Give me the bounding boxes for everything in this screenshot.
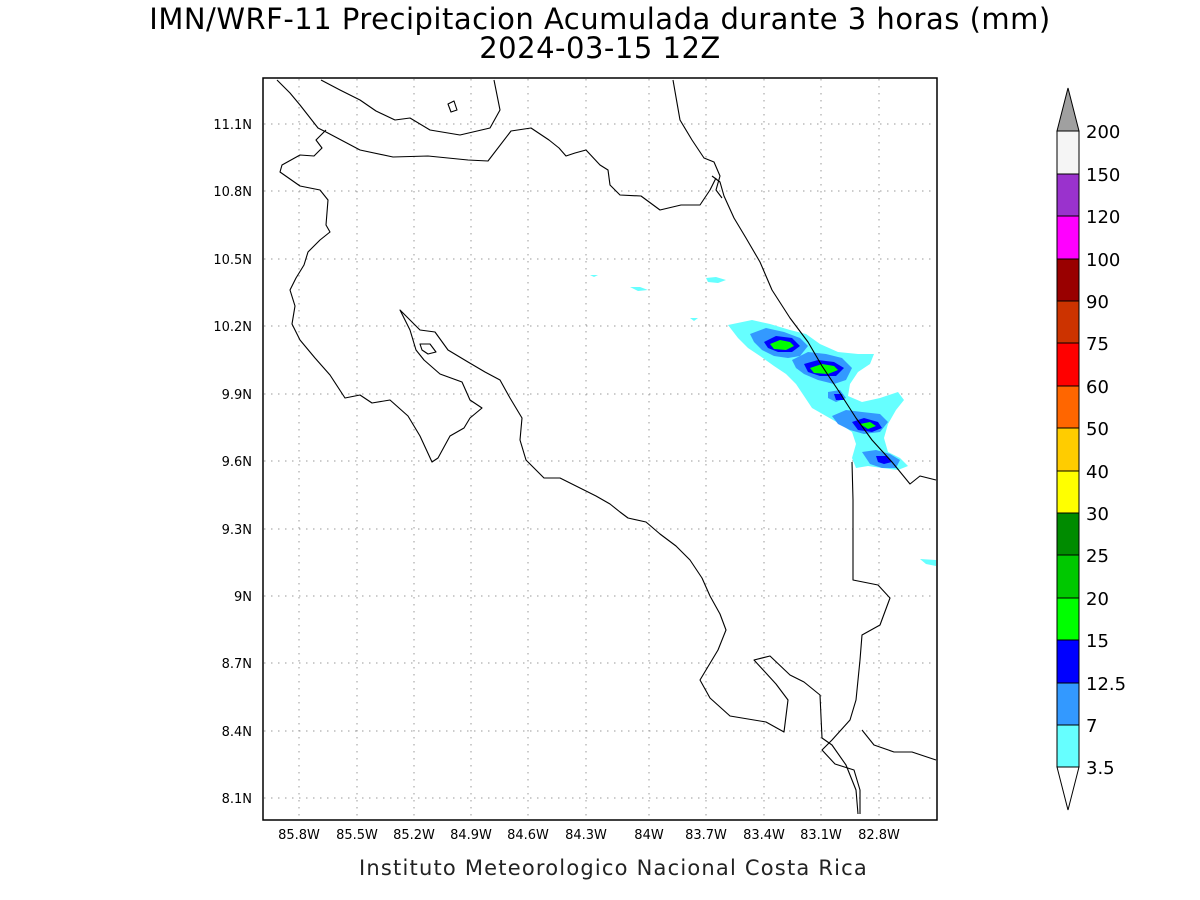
- colorbar-swatch: [1056, 597, 1080, 641]
- panama-pacific-coast: [861, 729, 937, 761]
- nicaragua-border: [325, 127, 717, 211]
- lat-tick-label: 10.2N: [213, 320, 252, 335]
- colorbar: [1056, 87, 1080, 811]
- lon-tick-label: 85.5W: [336, 828, 378, 843]
- lat-tick-label: 9N: [234, 590, 252, 605]
- precipitation-field: [590, 275, 936, 566]
- plot-frame: [262, 77, 938, 821]
- colorbar-swatch: [1056, 470, 1080, 514]
- colorbar-swatch: [1056, 385, 1080, 429]
- colorbar-label: 90: [1086, 292, 1109, 313]
- colorbar-label: 150: [1086, 165, 1120, 186]
- map-title: IMN/WRF-11 Precipitacion Acumulada duran…: [149, 2, 1051, 36]
- colorbar-label: 15: [1086, 631, 1109, 652]
- map-date: 2024-03-15 12Z: [479, 31, 721, 65]
- colorbar-label: 120: [1086, 207, 1120, 228]
- lon-tick-label: 83.1W: [800, 828, 842, 843]
- nicaragua-lake-island: [447, 100, 458, 113]
- colorbar-over-triangle: [1056, 87, 1080, 132]
- precip-3.5-7-speck-3: [690, 318, 698, 321]
- colorbar-swatch: [1056, 554, 1080, 599]
- colorbar-label: 25: [1086, 546, 1109, 567]
- colorbar-label: 30: [1086, 504, 1109, 525]
- colorbar-swatch: [1056, 427, 1080, 472]
- lon-tick-labels: 85.8W 85.5W 85.2W 84.9W 84.6W 84.3W 84W …: [278, 828, 900, 843]
- lat-tick-label: 8.4N: [222, 725, 252, 740]
- precip-15-20-area-1: [770, 340, 794, 350]
- panama-border: [821, 461, 891, 814]
- colorbar-under-triangle: [1056, 766, 1080, 811]
- colorbar-label: 200: [1086, 122, 1120, 143]
- nicaragua-pacific-coast-north: [320, 79, 501, 136]
- colorbar-label: 3.5: [1086, 758, 1115, 779]
- colorbar-swatch: [1056, 639, 1080, 684]
- nicaragua-pacific-coast: [276, 79, 327, 133]
- colorbar-swatch: [1056, 173, 1080, 217]
- colorbar-swatch: [1056, 682, 1080, 726]
- precip-3.5-7-speck-4: [920, 559, 936, 566]
- lat-tick-label: 9.3N: [222, 523, 252, 538]
- lat-tick-label: 11.1N: [213, 118, 252, 133]
- precip-3.5-7-speck-2: [630, 287, 648, 291]
- lat-tick-label: 9.9N: [222, 388, 252, 403]
- lon-tick-label: 84.6W: [507, 828, 549, 843]
- precip-15-20-area-3: [860, 422, 876, 429]
- costa-rica-caribbean-coast: [711, 175, 937, 485]
- nicoya-gulf-island: [419, 343, 437, 355]
- lon-tick-label: 83.4W: [743, 828, 785, 843]
- colorbar-label: 12.5: [1086, 674, 1126, 695]
- colorbar-labels: 200 150 120 100 90 75 60 50 40 30 25 20 …: [1086, 122, 1126, 779]
- lon-tick-label: 82.8W: [858, 828, 900, 843]
- grid-lines: [264, 79, 936, 819]
- institution-credit: Instituto Meteorologico Nacional Costa R…: [359, 856, 868, 880]
- colorbar-label: 60: [1086, 377, 1109, 398]
- colorbar-swatch: [1056, 258, 1080, 302]
- lat-tick-label: 10.8N: [213, 185, 252, 200]
- colorbar-label: 75: [1086, 334, 1109, 355]
- costa-rica-pacific-coast: [279, 129, 859, 815]
- colorbar-label: 20: [1086, 589, 1109, 610]
- colorbar-swatch: [1056, 724, 1080, 768]
- lon-tick-label: 84.9W: [450, 828, 492, 843]
- precip-3.5-7-speck-1: [706, 277, 726, 283]
- precip-3.5-7-speck-5: [590, 275, 598, 277]
- colorbar-swatch: [1056, 215, 1080, 260]
- colorbar-swatch: [1056, 342, 1080, 387]
- lat-tick-label: 8.1N: [222, 792, 252, 807]
- lon-tick-label: 84W: [634, 828, 664, 843]
- lat-tick-label: 8.7N: [222, 657, 252, 672]
- colorbar-label: 7: [1086, 716, 1097, 737]
- plot-area: [262, 77, 938, 821]
- coastlines-borders: [276, 79, 937, 815]
- lat-tick-label: 9.6N: [222, 455, 252, 470]
- colorbar-swatch: [1056, 130, 1080, 175]
- lon-tick-label: 84.3W: [565, 828, 607, 843]
- lon-tick-label: 85.2W: [393, 828, 435, 843]
- colorbar-swatch: [1056, 512, 1080, 556]
- lat-tick-label: 10.5N: [213, 253, 252, 268]
- lat-tick-labels: 11.1N 10.8N 10.5N 10.2N 9.9N 9.6N 9.3N 9…: [213, 118, 252, 807]
- nicaragua-caribbean-coast: [672, 79, 723, 199]
- colorbar-label: 50: [1086, 419, 1109, 440]
- colorbar-label: 40: [1086, 462, 1109, 483]
- lon-tick-label: 85.8W: [278, 828, 320, 843]
- lon-tick-label: 83.7W: [685, 828, 727, 843]
- colorbar-label: 100: [1086, 250, 1120, 271]
- colorbar-swatch: [1056, 300, 1080, 344]
